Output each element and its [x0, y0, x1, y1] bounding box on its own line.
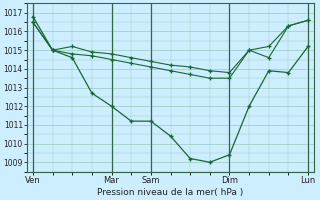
X-axis label: Pression niveau de la mer( hPa ): Pression niveau de la mer( hPa ) [97, 188, 244, 197]
